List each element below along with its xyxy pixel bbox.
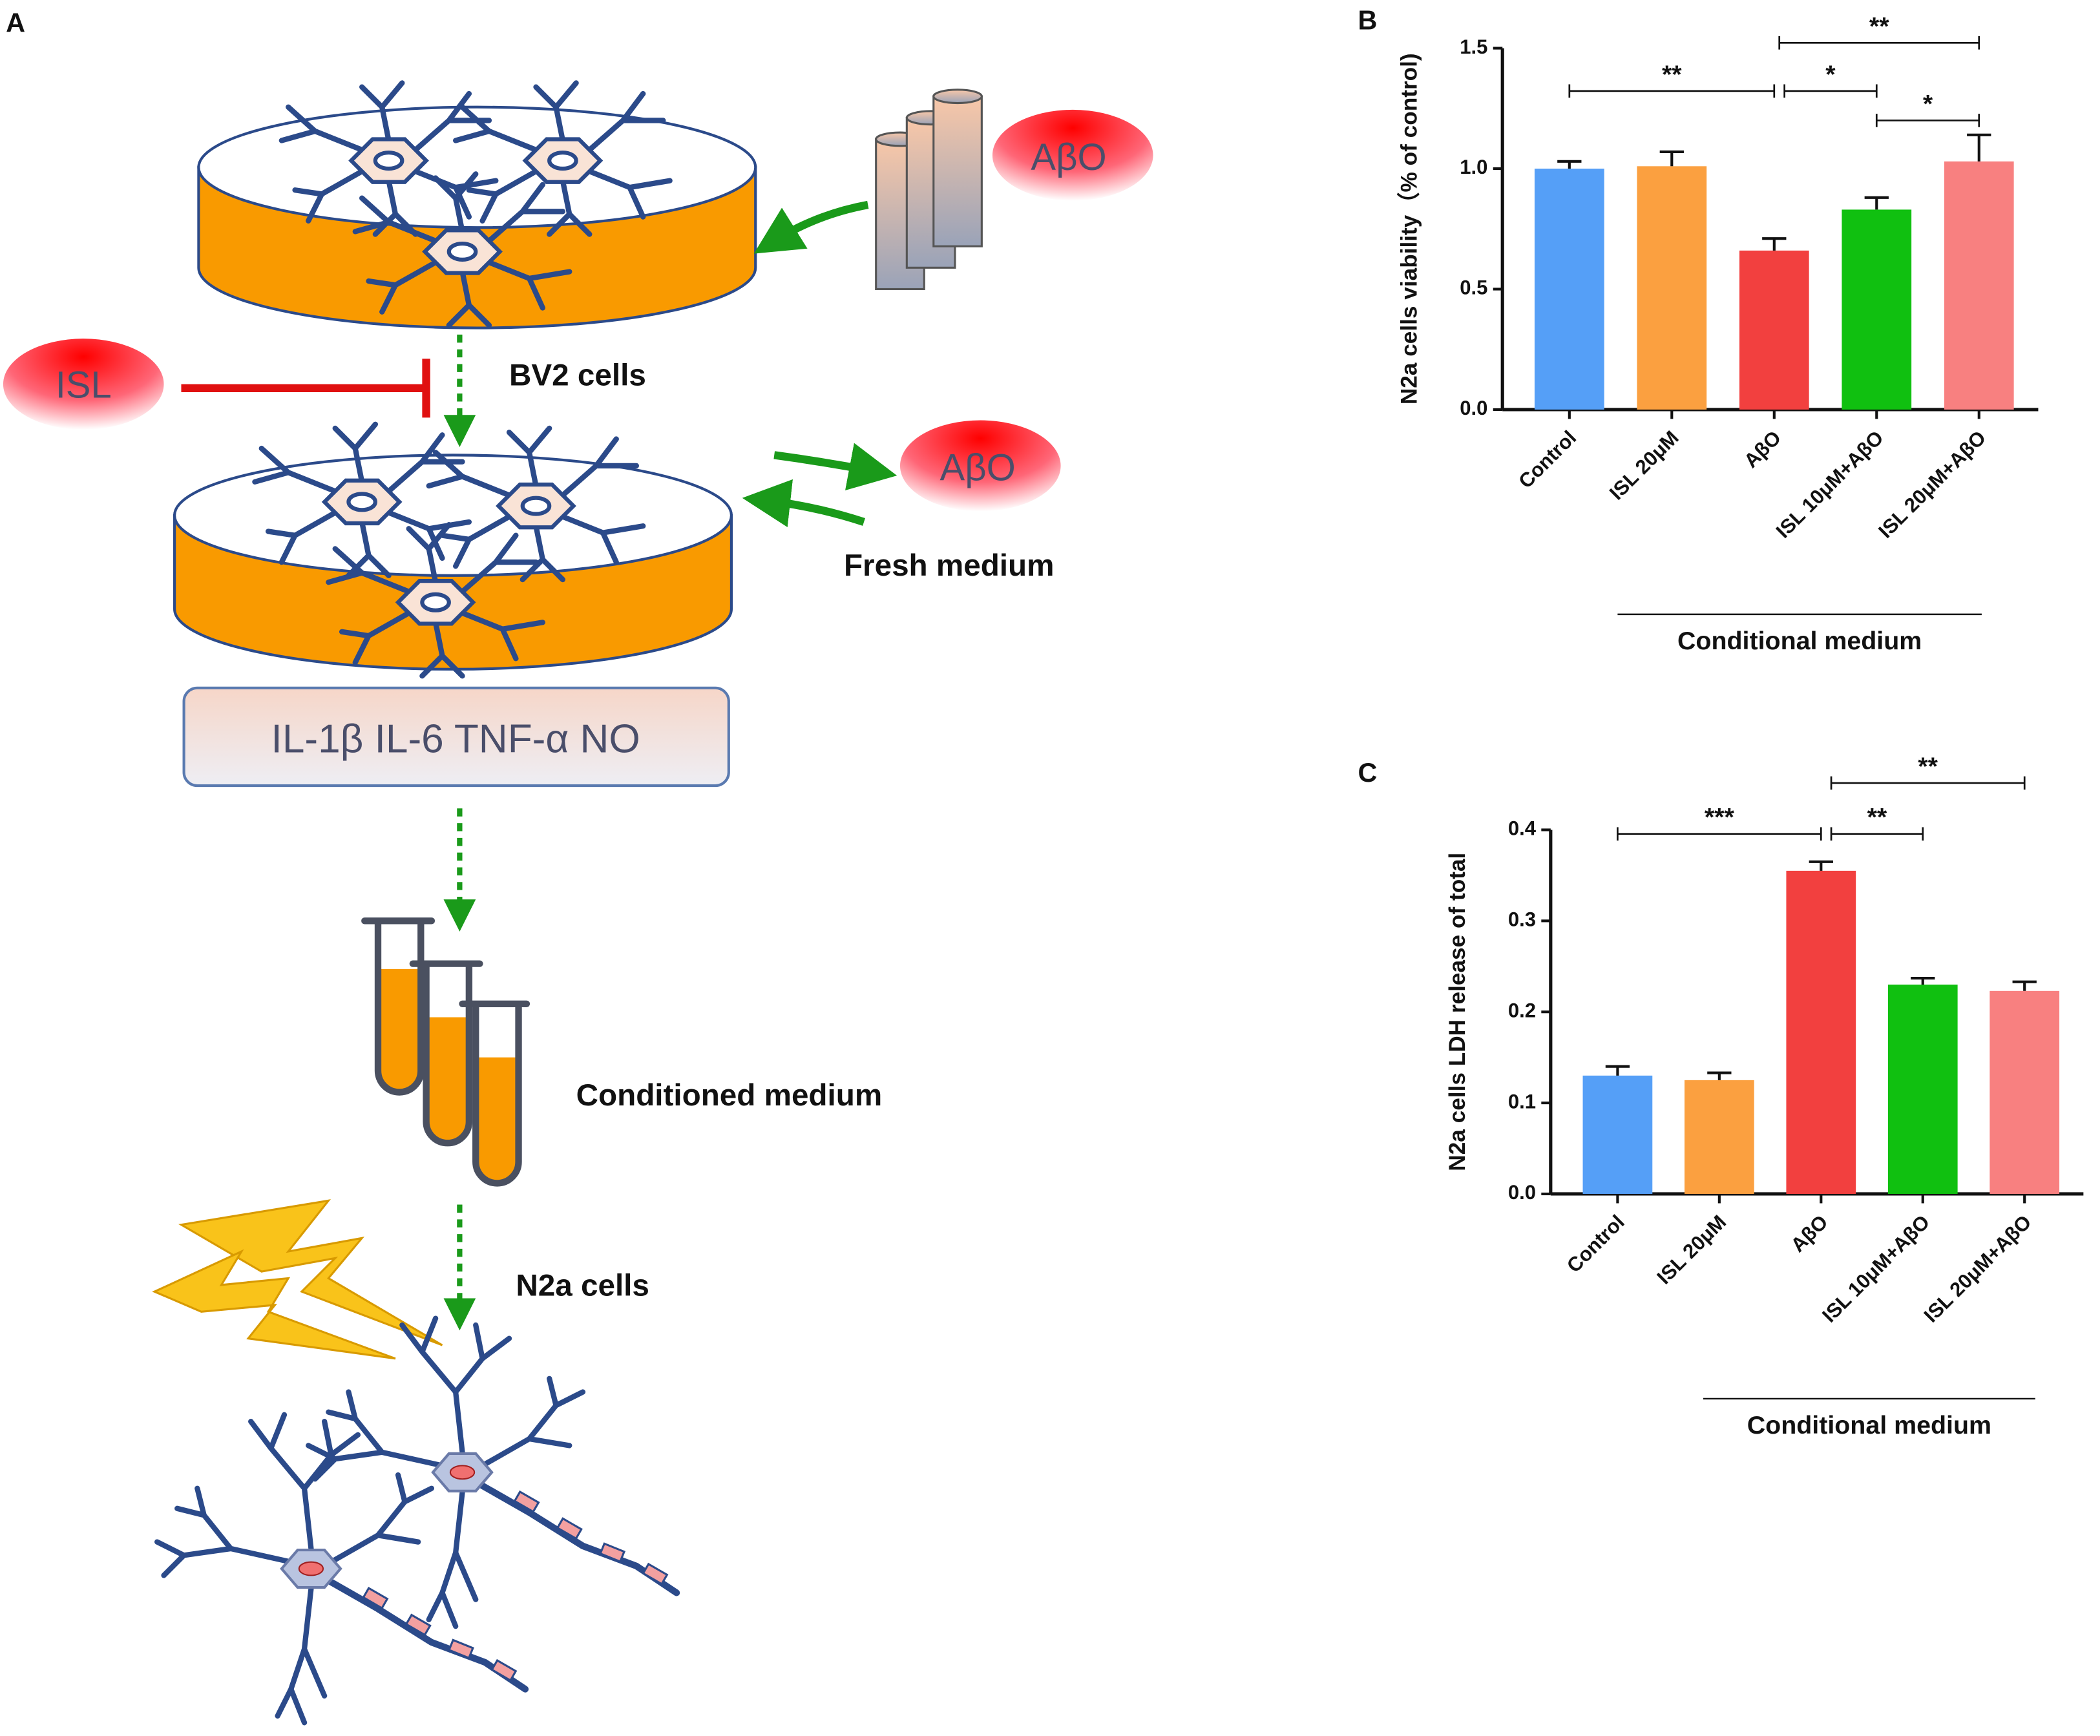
error-bar [1557, 160, 1582, 169]
bar [1887, 984, 1958, 1194]
significance-bracket [1617, 827, 1822, 841]
x-tick-label: ISL 20μM [1605, 426, 1683, 505]
lightning [152, 1199, 443, 1360]
abo-bubble [992, 109, 1153, 201]
panel-label: B [1358, 5, 1377, 36]
x-tick-label: ISL 20μM+AβO [1874, 426, 1990, 543]
bar [1786, 870, 1856, 1194]
abo-label: AβO [940, 447, 1016, 489]
bar [1684, 1080, 1754, 1194]
significance-bracket [1778, 36, 1980, 50]
panel-label: A [6, 8, 25, 38]
abo-fibrils [875, 89, 983, 291]
significance-label: ** [1662, 60, 1682, 89]
significance-label: * [1825, 60, 1836, 89]
x-tick-label: ISL 10μM+AβO [1818, 1211, 1934, 1327]
significance-label: ** [1869, 12, 1889, 41]
error-bar [2012, 980, 2037, 991]
dish [197, 83, 757, 329]
y-tick-label: 0.3 [1508, 908, 1536, 931]
x-tick-label: Control [1514, 426, 1580, 493]
error-bar [1762, 237, 1787, 251]
arrow [773, 443, 898, 490]
group-label: Conditional medium [1677, 627, 1922, 655]
arrow [753, 200, 869, 254]
y-tick-label: 1.5 [1460, 36, 1487, 58]
bv2-label: BV2 cells [509, 359, 646, 393]
conditioned-label: Conditioned medium [576, 1078, 883, 1113]
isl-label: ISL [56, 364, 112, 406]
x-tick-label: ISL 10μM+AβO [1772, 426, 1888, 543]
error-bar [1707, 1071, 1732, 1080]
bar [1990, 990, 2060, 1194]
group-label: Conditional medium [1747, 1411, 1991, 1439]
bar [1637, 166, 1707, 410]
x-tick-label: ISL 20μM [1652, 1211, 1730, 1289]
arrow [742, 479, 865, 528]
fresh-label: Fresh medium [844, 549, 1055, 583]
error-bar [1605, 1065, 1630, 1076]
error-bar [1864, 196, 1889, 210]
x-tick-label: Control [1562, 1211, 1629, 1277]
cytokine-box [182, 686, 730, 788]
error-bar [1809, 860, 1833, 871]
panel-label: C [1358, 757, 1377, 788]
y-tick-label: 0.0 [1460, 397, 1487, 419]
neuron [308, 1319, 677, 1626]
error-bar [1659, 150, 1684, 167]
y-tick-label: 0.0 [1508, 1181, 1536, 1204]
bar [1842, 209, 1912, 410]
abo-bubble [899, 420, 1061, 512]
significance-bracket [1568, 84, 1776, 98]
isl-bubble [3, 339, 164, 430]
error-bar [1967, 133, 1991, 162]
y-tick-label: 1.0 [1460, 156, 1487, 178]
significance-bracket [1875, 114, 1980, 127]
bar [1534, 169, 1604, 410]
significance-bracket [1830, 776, 2026, 790]
inhibit [181, 359, 430, 418]
error-bar [1911, 977, 1935, 985]
y-axis-label: N2a cells viability（% of control) [1397, 53, 1422, 404]
y-tick-label: 0.2 [1508, 999, 1536, 1021]
y-axis-label: N2a cells LDH release of total [1445, 853, 1470, 1171]
y-tick-label: 0.1 [1508, 1090, 1536, 1113]
bar [1739, 250, 1809, 410]
x-tick-label: AβO [1739, 426, 1785, 472]
significance-bracket [1830, 827, 1924, 841]
test-tubes [361, 917, 530, 1187]
cytokine-label: IL-1β IL-6 TNF-α NO [271, 716, 640, 761]
significance-label: * [1923, 90, 1933, 118]
significance-bracket [1783, 84, 1878, 98]
y-tick-label: 0.5 [1460, 277, 1487, 299]
significance-label: ** [1867, 803, 1887, 831]
x-tick-label: ISL 20μM+AβO [1920, 1211, 2036, 1327]
x-tick-label: AβO [1787, 1211, 1832, 1257]
significance-label: ** [1918, 753, 1938, 781]
dish [173, 424, 733, 676]
significance-label: *** [1705, 803, 1735, 831]
bar [1944, 161, 2014, 410]
y-tick-label: 0.4 [1508, 817, 1537, 840]
n2a-label: N2a cells [516, 1268, 649, 1302]
bar [1582, 1075, 1653, 1194]
abo-label: AβO [1031, 136, 1106, 178]
